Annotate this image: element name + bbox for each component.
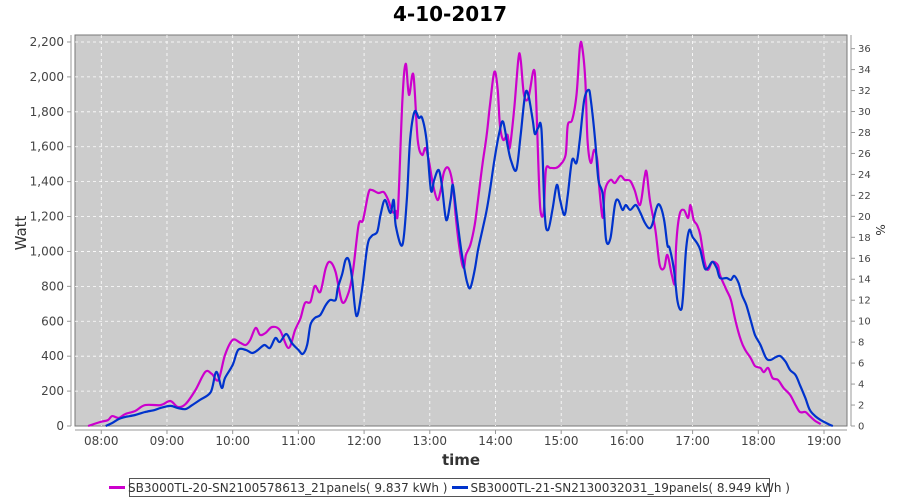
y-tick-label: 1,800	[30, 105, 64, 119]
x-tick-label: 09:00	[150, 434, 185, 448]
y-axis-label: Watt	[12, 215, 30, 250]
x-tick-label: 16:00	[610, 434, 645, 448]
y2-tick-label: 36	[858, 44, 871, 55]
series-lines	[87, 40, 834, 428]
y-tick-label: 400	[41, 349, 64, 363]
y-tick-label: 0	[56, 419, 64, 433]
legend: SB3000TL-20-SN2100578613_21panels( 9.837…	[109, 478, 790, 497]
y2-tick-label: 18	[858, 233, 871, 244]
x-tick-label: 18:00	[741, 434, 776, 448]
y2-tick-label: 16	[858, 254, 871, 265]
y2-tick-label: 14	[858, 275, 871, 286]
grid-lines	[75, 35, 847, 426]
y2-tick-label: 24	[858, 170, 871, 181]
legend-label: SB3000TL-21-SN2130032031_19panels( 8.949…	[470, 480, 790, 495]
x-tick-label: 08:00	[84, 434, 119, 448]
x-tick-label: 15:00	[544, 434, 579, 448]
y-tick-label: 2,000	[30, 70, 64, 84]
x-tick-label: 12:00	[347, 434, 382, 448]
legend-swatch-icon	[109, 486, 126, 489]
legend-item-series-2: SB3000TL-21-SN2130032031_19panels( 8.949…	[451, 480, 790, 495]
legend-item-series-1: SB3000TL-20-SN2100578613_21panels( 9.837…	[109, 480, 448, 495]
y2-axis-label: %	[873, 224, 887, 235]
x-tick-label: 14:00	[478, 434, 513, 448]
y2-tick-label: 20	[858, 212, 871, 223]
legend-label: SB3000TL-20-SN2100578613_21panels( 9.837…	[128, 480, 448, 495]
y-tick-label: 1,400	[30, 175, 64, 189]
y-tick-label: 600	[41, 314, 64, 328]
x-axis: 08:00 09:00 10:00 11:00 12:00 13:00 14:00 15:00…	[75, 429, 847, 448]
y-tick-label: 200	[41, 384, 64, 398]
y2-tick-label: 8	[858, 338, 864, 349]
y-tick-label: 1,000	[30, 244, 64, 258]
y2-tick-label: 4	[858, 380, 864, 391]
series-line-1	[87, 40, 822, 428]
y-tick-label: 1,600	[30, 140, 64, 154]
y2-tick-label: 0	[858, 422, 864, 433]
plot-area	[74, 34, 848, 427]
y-tick-label: 1,200	[30, 210, 64, 224]
x-tick-label: 11:00	[281, 434, 316, 448]
series-line-2	[105, 88, 834, 428]
x-tick-label: 17:00	[675, 434, 710, 448]
legend-swatch-icon	[451, 486, 468, 489]
x-tick-label: 10:00	[215, 434, 250, 448]
x-axis-label: time	[442, 451, 480, 469]
y2-tick-label: 2	[858, 401, 864, 412]
chart-title: 4-10-2017	[393, 2, 507, 26]
y-tick-label: 2,200	[30, 35, 64, 49]
y2-tick-label: 30	[858, 107, 871, 118]
y2-tick-label: 28	[858, 128, 871, 139]
y2-tick-label: 26	[858, 149, 871, 160]
x-tick-label: 19:00	[807, 434, 842, 448]
y2-tick-label: 34	[858, 65, 871, 76]
y-tick-label: 800	[41, 279, 64, 293]
y2-tick-label: 12	[858, 296, 871, 307]
y2-tick-label: 32	[858, 86, 871, 97]
y2-tick-label: 10	[858, 317, 871, 328]
y2-tick-label: 22	[858, 191, 871, 202]
y-axis-left: 0 200 400 600 800 1,000 1,200 1,400 1,600 1,800 2,…	[30, 35, 72, 433]
x-tick-label: 13:00	[412, 434, 447, 448]
y2-tick-label: 6	[858, 359, 864, 370]
